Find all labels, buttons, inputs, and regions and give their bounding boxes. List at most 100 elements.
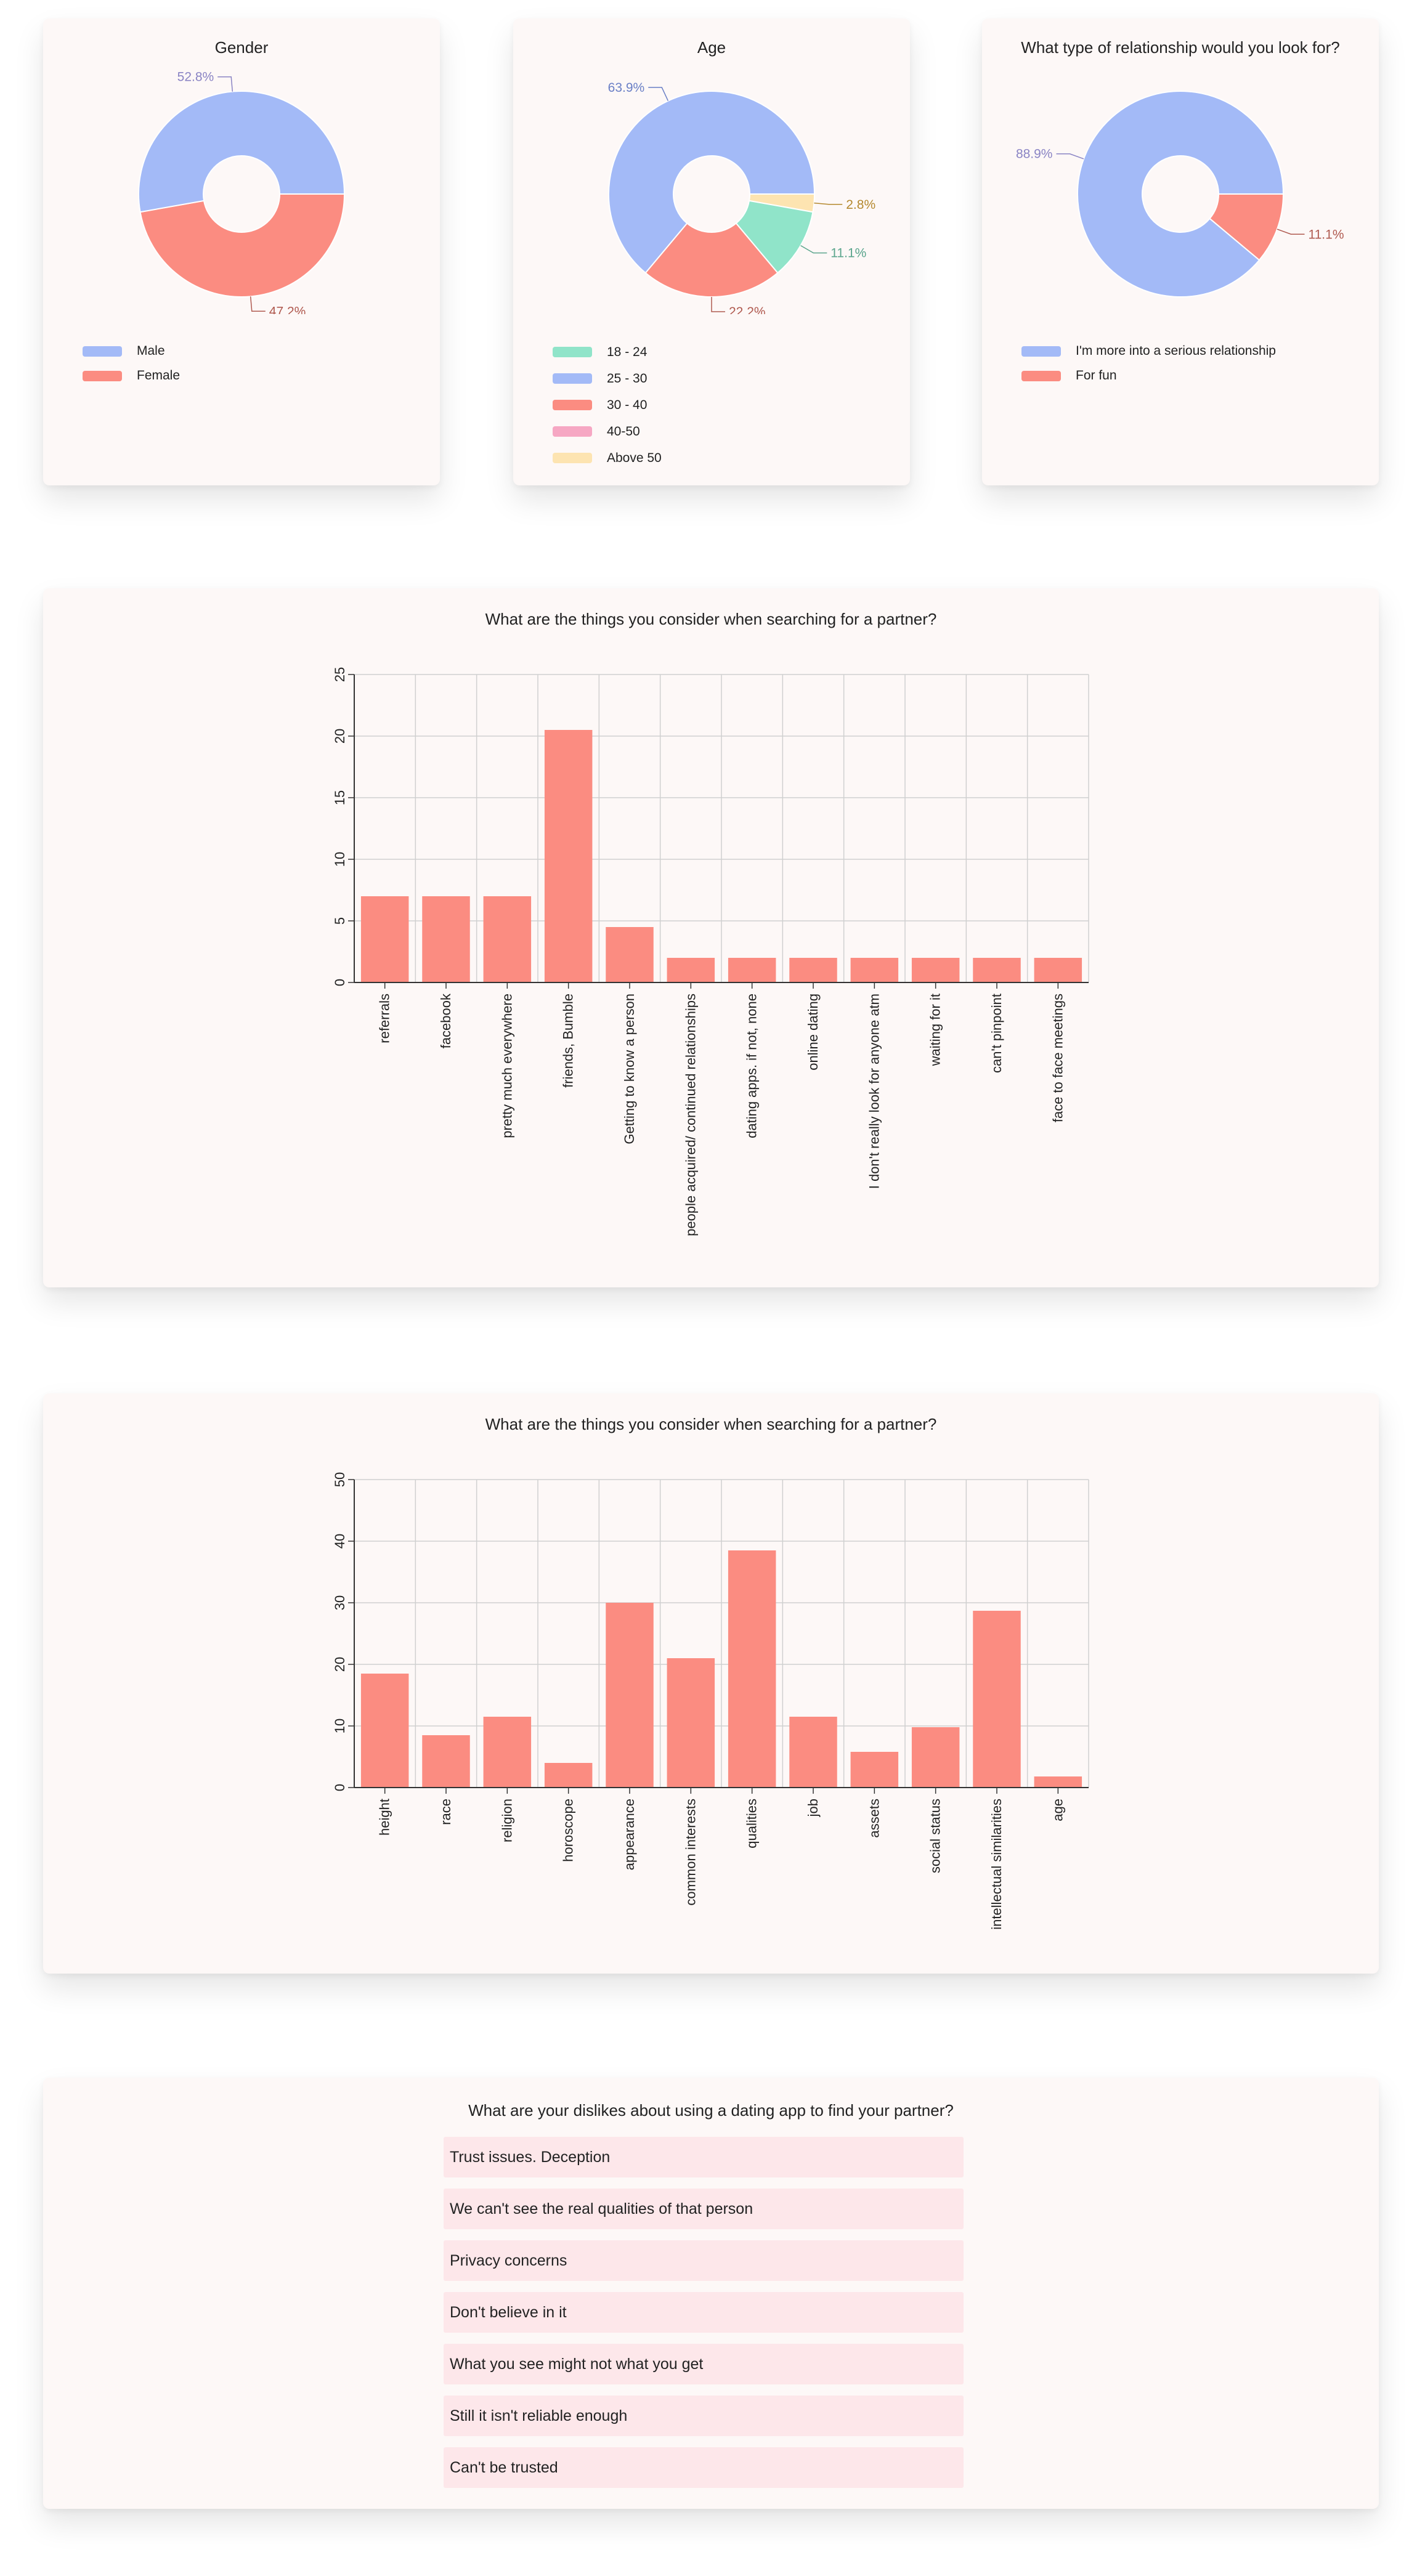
list-item: Privacy concerns	[444, 2240, 964, 2281]
legend-swatch-female	[83, 370, 122, 381]
legend-label: For fun	[1076, 368, 1117, 383]
bar-friends-bumble[interactable]	[544, 730, 593, 982]
legend-item-above-50[interactable]: Above 50	[553, 445, 662, 471]
legend-label: 18 - 24	[607, 344, 648, 359]
list-item: Still it isn't reliable enough	[444, 2396, 964, 2436]
bar-assets[interactable]	[850, 1752, 899, 1788]
pie-label-leader	[711, 297, 725, 312]
x-tick-label: qualities	[744, 1799, 760, 1849]
x-tick-label: referrals	[377, 994, 392, 1043]
bar-horoscope[interactable]	[544, 1763, 593, 1788]
legend-item-18-24[interactable]: 18 - 24	[553, 339, 662, 365]
legend-swatch-18-24	[553, 347, 592, 357]
x-tick-label: pretty much everywhere	[499, 994, 514, 1138]
bar-social-status[interactable]	[911, 1727, 960, 1788]
age-card: Age 2.8% 11.1% 22.2% 63.9% 18 - 24 25 - 30 …	[513, 18, 910, 485]
legend-item-30-40[interactable]: 30 - 40	[553, 392, 662, 418]
pie-label-leader	[217, 76, 233, 92]
legend-item-for-fun[interactable]: For fun	[1021, 363, 1276, 388]
bar-referrals[interactable]	[360, 896, 409, 982]
channels-bar-card: What are the things you consider when se…	[43, 588, 1379, 1287]
legend-label: Above 50	[607, 450, 662, 465]
x-tick-label: friends, Bumble	[561, 994, 576, 1088]
dislikes-title: What are your dislikes about using a dat…	[468, 2101, 954, 2120]
legend-swatch-serious	[1021, 346, 1061, 357]
y-tick-label: 10	[332, 1719, 347, 1733]
bar-face-to-face-meetings[interactable]	[1034, 958, 1082, 982]
bar-qualities[interactable]	[728, 1550, 776, 1788]
legend-item-40-50[interactable]: 40-50	[553, 418, 662, 445]
legend-item-25-30[interactable]: 25 - 30	[553, 365, 662, 392]
gender-legend: Male Female	[83, 339, 180, 388]
pie-slice-30-40[interactable]	[644, 222, 779, 298]
x-tick-label: dating apps. if not, none	[744, 994, 760, 1138]
x-tick-label: job	[805, 1799, 821, 1817]
legend-item-serious[interactable]: I'm more into a serious relationship	[1021, 339, 1276, 363]
x-tick-label: face to face meetings	[1050, 994, 1065, 1122]
legend-swatch-30-40	[553, 400, 592, 410]
pie-value-label: 63.9%	[608, 81, 645, 95]
x-tick-label: waiting for it	[928, 994, 943, 1066]
x-tick-label: online dating	[805, 994, 821, 1071]
x-tick-label: appearance	[622, 1799, 637, 1870]
pie-slice-male[interactable]	[138, 91, 346, 213]
list-item: Trust issues. Deception	[444, 2137, 964, 2177]
channels-chart-title: What are the things you consider when se…	[485, 610, 937, 628]
pie-slice-25-30[interactable]	[608, 91, 816, 274]
x-tick-label: height	[377, 1799, 392, 1836]
bar-height[interactable]	[360, 1674, 409, 1788]
y-tick-label: 10	[332, 852, 347, 867]
bar-race[interactable]	[422, 1735, 470, 1788]
pie-slice-i-m-more-into-a-serious-relationship[interactable]	[1077, 91, 1285, 298]
bar-getting-to-know-a-person[interactable]	[606, 927, 654, 982]
legend-label: 30 - 40	[607, 397, 648, 412]
bar-pretty-much-everywhere[interactable]	[483, 896, 532, 982]
bar-age[interactable]	[1034, 1776, 1082, 1788]
x-tick-label: Getting to know a person	[622, 994, 637, 1144]
bar-facebook[interactable]	[422, 896, 470, 982]
age-donut-chart: 2.8% 11.1% 22.2% 63.9%	[608, 81, 875, 314]
bar-people-acquired-continued-relationships[interactable]	[667, 958, 715, 982]
legend-label: 40-50	[607, 424, 640, 439]
gender-title: Gender	[214, 38, 269, 57]
bar-i-don-t-really-look-for-anyone-atm[interactable]	[850, 958, 899, 982]
x-tick-label: social status	[928, 1799, 943, 1873]
x-tick-label: assets	[866, 1799, 882, 1838]
x-tick-label: age	[1050, 1799, 1065, 1821]
pie-value-label: 47.2%	[269, 304, 306, 314]
bar-intellectual-similarities[interactable]	[973, 1611, 1021, 1788]
x-tick-label: people acquired/ continued relationships	[683, 994, 698, 1236]
y-tick-label: 50	[332, 1472, 347, 1487]
bar-can-t-pinpoint[interactable]	[973, 958, 1021, 982]
x-tick-label: common interests	[683, 1799, 698, 1906]
pie-label-leader	[648, 87, 669, 101]
legend-swatch-25-30	[553, 373, 592, 384]
dislikes-card: What are your dislikes about using a dat…	[43, 2078, 1379, 2509]
legend-swatch-40-50	[553, 426, 592, 437]
pie-label-leader	[250, 296, 266, 312]
pie-label-leader	[800, 245, 827, 254]
x-tick-label: intellectual similarities	[989, 1799, 1004, 1930]
bar-online-dating[interactable]	[789, 958, 837, 982]
bar-waiting-for-it[interactable]	[911, 958, 960, 982]
x-tick-label: I don't really look for anyone atm	[866, 994, 882, 1189]
legend-label: 25 - 30	[607, 371, 648, 386]
pie-slice-female[interactable]	[139, 193, 346, 298]
bar-job[interactable]	[789, 1717, 837, 1788]
bar-appearance[interactable]	[606, 1603, 654, 1788]
legend-label: Female	[137, 368, 181, 383]
x-tick-label: can't pinpoint	[989, 994, 1004, 1073]
bar-common-interests[interactable]	[667, 1658, 715, 1788]
legend-item-male[interactable]: Male	[83, 339, 180, 363]
y-tick-label: 25	[332, 667, 347, 682]
bar-religion[interactable]	[483, 1717, 532, 1788]
legend-item-female[interactable]: Female	[83, 363, 180, 388]
age-legend: 18 - 24 25 - 30 30 - 40 40-50 Above 50	[553, 339, 662, 471]
pie-value-label: 22.2%	[729, 305, 766, 314]
pie-value-label: 52.8%	[177, 70, 214, 84]
x-tick-label: facebook	[438, 993, 453, 1048]
bar-dating-apps-if-not-none[interactable]	[728, 958, 776, 982]
channels-bar-chart: 0 5 10 15 20 25 referrals facebook pretty much e…	[332, 667, 1089, 1236]
relationship-title: What type of relationship would you look…	[1021, 38, 1340, 57]
pie-label-leader	[814, 202, 843, 205]
